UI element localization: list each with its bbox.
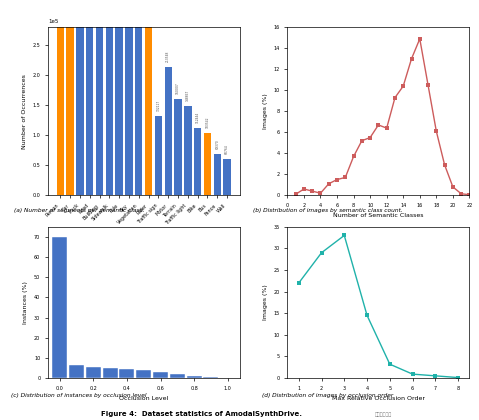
Bar [165,67,172,195]
Bar [170,374,185,378]
Text: 自动驾驶专栏: 自动驾驶专栏 [375,412,392,417]
Bar [57,0,64,195]
X-axis label: Semantic Classes: Semantic Classes [116,231,171,236]
Text: 160007: 160007 [176,83,180,94]
Bar [145,0,152,195]
Text: (b) Distribution of images by semantic class count.: (b) Distribution of images by semantic c… [253,208,403,213]
Bar [153,372,168,378]
Bar [186,375,202,378]
Bar [125,0,133,195]
Text: (c) Distribution of instances by occlusion level: (c) Distribution of instances by occlusi… [11,393,147,398]
Bar [67,0,74,195]
Bar [106,0,113,195]
Bar [204,377,218,378]
X-axis label: Max Relative Occlusion Order: Max Relative Occlusion Order [332,396,425,401]
X-axis label: Occlusion Level: Occlusion Level [119,396,168,401]
Bar [103,368,118,378]
Bar [174,99,182,195]
Text: 148867: 148867 [186,90,190,101]
Bar [214,154,221,195]
Y-axis label: Images (%): Images (%) [263,284,268,320]
Bar [115,0,123,195]
Text: 69370: 69370 [215,139,219,149]
Bar [223,159,231,195]
Bar [135,0,142,195]
Bar [69,365,84,378]
Bar [86,367,101,378]
Text: 132117: 132117 [157,100,160,111]
Text: Figure 4:  Dataset statistics of AmodalSynthDrive.: Figure 4: Dataset statistics of AmodalSy… [101,411,302,417]
Bar [96,0,103,195]
Y-axis label: Instances (%): Instances (%) [23,281,28,324]
Text: 103542: 103542 [205,117,209,129]
Bar [52,237,67,378]
Text: 60764: 60764 [225,144,229,154]
Y-axis label: Number of Occurrences: Number of Occurrences [22,74,27,149]
Text: 213548: 213548 [166,51,170,63]
Y-axis label: Images (%): Images (%) [263,93,268,129]
Bar [76,0,84,195]
Bar [194,128,201,195]
Bar [86,0,93,195]
Text: (a) Number of segments per semantic class.: (a) Number of segments per semantic clas… [14,208,144,213]
Bar [119,369,135,378]
Text: (d) Distribution of images by occlusion order: (d) Distribution of images by occlusion … [262,393,394,398]
Bar [136,370,151,378]
Text: 112444: 112444 [196,112,200,123]
Bar [155,116,162,195]
Bar [204,133,211,195]
X-axis label: Number of Semantic Classes: Number of Semantic Classes [333,213,423,218]
Bar [184,106,192,195]
